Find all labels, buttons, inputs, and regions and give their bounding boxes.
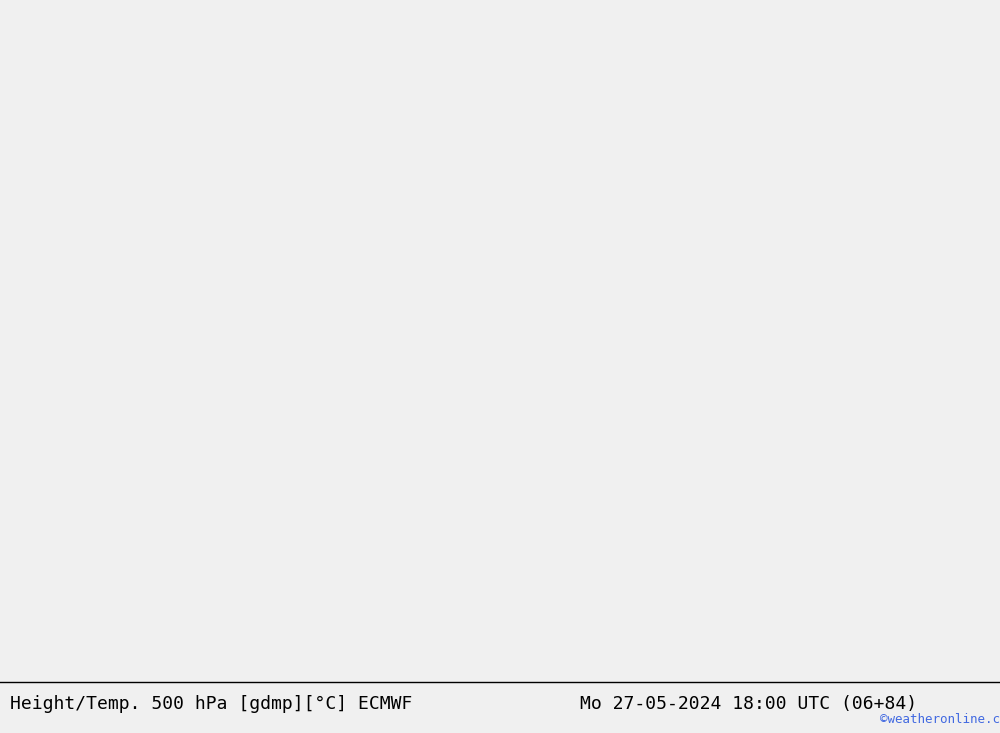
Text: ©weatheronline.co.uk: ©weatheronline.co.uk [880,712,1000,726]
Text: Height/Temp. 500 hPa [gdmp][°C] ECMWF: Height/Temp. 500 hPa [gdmp][°C] ECMWF [10,695,412,712]
Text: Mo 27-05-2024 18:00 UTC (06+84): Mo 27-05-2024 18:00 UTC (06+84) [580,695,917,712]
